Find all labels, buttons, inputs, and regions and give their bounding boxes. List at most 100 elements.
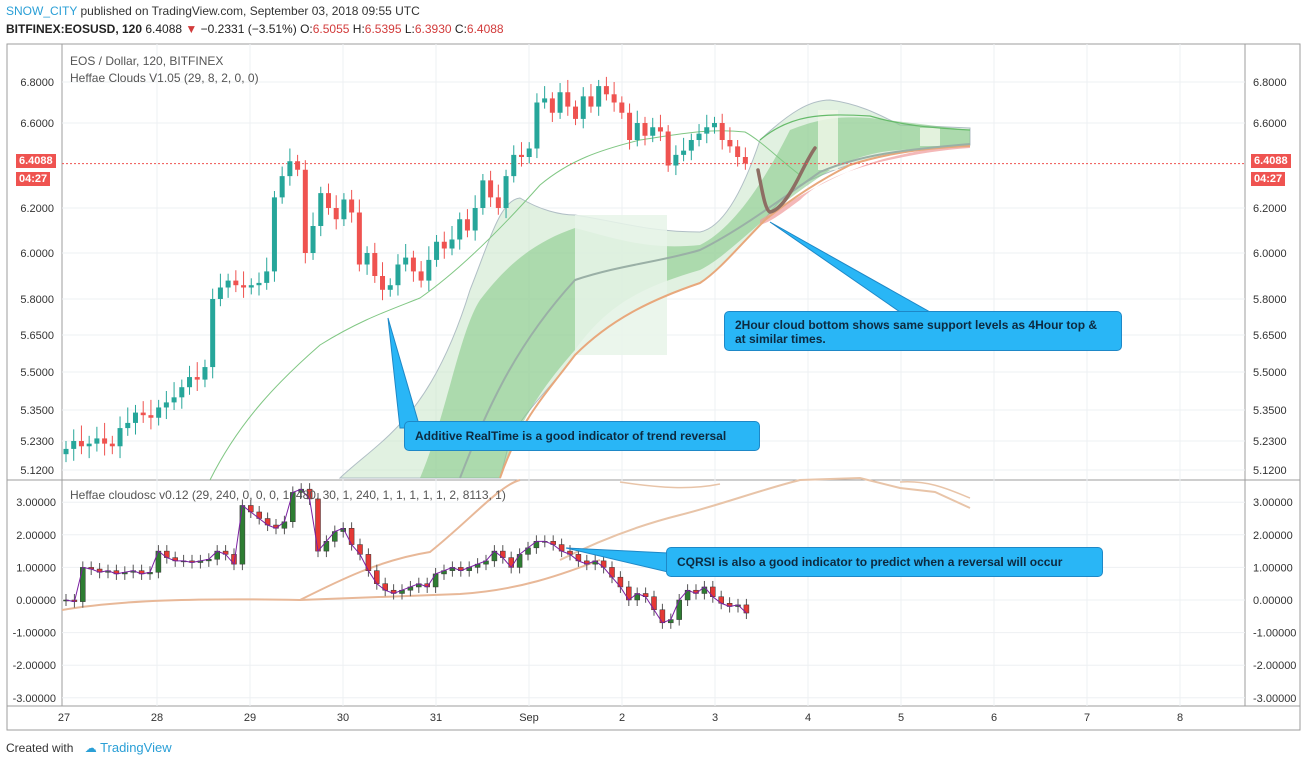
cloud-top-line: [759, 114, 971, 141]
candle-body: [140, 412, 146, 416]
candle-body: [318, 193, 324, 226]
candle-body: [372, 253, 378, 276]
candle-body: [565, 92, 571, 107]
x-tick: 7: [1084, 712, 1090, 724]
x-tick: 4: [805, 712, 811, 724]
open-label: O:: [300, 22, 313, 36]
osc-tick-left: -3.00000: [13, 693, 56, 705]
candle-body: [163, 402, 169, 408]
osc-tick-right: -2.00000: [1253, 660, 1296, 672]
x-tick: 8: [1177, 712, 1183, 724]
y-tick-left: 6.2000: [20, 203, 54, 215]
oscillator-series: [63, 483, 750, 629]
candle-body: [627, 112, 633, 140]
candle-body: [735, 146, 741, 157]
high-label: H:: [352, 22, 365, 36]
hand-drawn-mark: [756, 146, 817, 214]
cloud-highlight-1: [575, 215, 667, 355]
x-tick: 28: [151, 712, 163, 724]
osc-top-band: [619, 481, 971, 499]
close-label: C:: [454, 22, 467, 36]
osc-tick-left: 1.00000: [16, 562, 56, 574]
candle-body: [418, 271, 424, 281]
candle-body: [302, 169, 308, 253]
x-tick: Sep: [519, 712, 539, 724]
x-tick: 6: [991, 712, 997, 724]
candle-body: [94, 438, 100, 444]
y-tick-right: 5.1200: [1253, 465, 1287, 477]
osc-line: [65, 488, 747, 624]
candle-body: [217, 287, 223, 299]
candlesticks: [63, 76, 748, 463]
candle-body: [457, 219, 463, 240]
y-tick-right: 6.2000: [1253, 203, 1287, 215]
candle-body: [410, 257, 416, 272]
candle-body: [256, 282, 262, 286]
y-tick-right: 5.6500: [1253, 330, 1287, 342]
published-text: published on TradingView.com, September …: [80, 4, 420, 18]
candle-body: [742, 157, 748, 164]
candle-body: [63, 448, 69, 455]
y-tick-left: 6.6000: [20, 118, 54, 130]
publisher-username[interactable]: SNOW_CITY: [6, 4, 78, 18]
cloud-thin-line: [209, 130, 801, 481]
candle-body: [202, 367, 208, 380]
candle-body: [194, 377, 200, 380]
main-legend-indicator: Heffae Clouds V1.05 (29, 8, 2, 0, 0): [70, 71, 259, 85]
y-tick-right: 5.2300: [1253, 436, 1287, 448]
candle-body: [619, 102, 625, 113]
osc-tick-right: -1.00000: [1253, 628, 1296, 640]
candle-body: [719, 123, 725, 140]
candle-body: [364, 253, 370, 265]
y-tick-left: 5.2300: [20, 436, 54, 448]
candle-body: [109, 443, 115, 447]
osc-tick-right: 3.00000: [1253, 497, 1293, 509]
candle-body: [642, 123, 648, 136]
candle-body: [349, 199, 355, 213]
candle-body: [356, 212, 362, 265]
annotation-cqrsi[interactable]: CQRSI is also a good indicator to predic…: [666, 547, 1103, 577]
tradingview-logo-icon: ☁: [84, 741, 97, 755]
y-tick-right: 5.5000: [1253, 367, 1287, 379]
candle-body: [233, 280, 239, 286]
candle-body: [495, 197, 501, 208]
candle-body: [125, 422, 131, 429]
y-tick-left: 5.3500: [20, 405, 54, 417]
candle-body: [611, 94, 617, 103]
candle-body: [464, 219, 470, 231]
candle-body: [287, 161, 293, 177]
candle-body: [603, 86, 609, 95]
cloud-highlight-2: [818, 110, 838, 170]
down-arrow-icon: ▼: [185, 22, 198, 36]
osc-tick-left: -2.00000: [13, 660, 56, 672]
candle-body: [580, 96, 586, 119]
candle-body: [295, 161, 301, 170]
close-value: 6.4088: [466, 22, 504, 36]
footer-brand[interactable]: TradingView: [100, 740, 172, 755]
callout-pointer-cqrsi: [565, 547, 669, 573]
candle-body: [225, 280, 231, 288]
candle-body: [696, 133, 702, 140]
osc-tick-right: 2.00000: [1253, 530, 1293, 542]
price-change: −0.2331 (−3.51%): [200, 22, 297, 36]
candle-body: [102, 438, 108, 444]
y-tick-left: 6.8000: [20, 77, 54, 89]
y-tick-right: 6.0000: [1253, 248, 1287, 260]
cloud-lower-edge: [499, 145, 971, 479]
cloud-mid-line: [459, 143, 971, 479]
candle-body: [71, 441, 77, 449]
timer-tag-left: 04:27: [16, 172, 51, 186]
candle-body: [573, 106, 579, 119]
osc-tick-right: 0.00000: [1253, 595, 1293, 607]
candle-body: [210, 299, 216, 368]
candle-body: [395, 264, 401, 286]
candle-body: [480, 180, 486, 208]
candle-body: [387, 285, 393, 290]
x-tick: 31: [430, 712, 442, 724]
annotation-cloud[interactable]: 2Hour cloud bottom shows same support le…: [724, 311, 1122, 351]
candle-body: [171, 397, 177, 403]
candle-body: [403, 257, 409, 265]
annotation-additive[interactable]: Additive RealTime is a good indicator of…: [404, 421, 760, 451]
candle-body: [488, 180, 494, 198]
